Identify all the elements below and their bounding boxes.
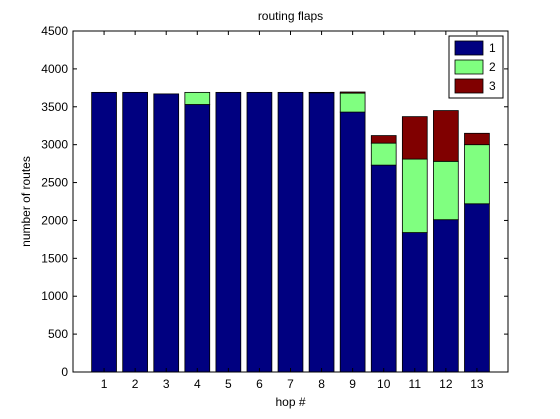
bar-hop-13-series-3	[464, 132, 490, 146]
bar-hop-9-series-1	[339, 111, 366, 373]
y-axis-label: number of routes	[19, 156, 33, 247]
x-tick-label: 9	[349, 377, 356, 391]
x-tick-label: 2	[132, 377, 139, 391]
bar-hop-3-series-1	[153, 93, 180, 373]
y-tick-label: 1000	[41, 289, 68, 303]
bar-hop-9-series-2	[339, 92, 366, 113]
chart-title: routing flaps	[258, 9, 323, 23]
legend: 1 2 3	[448, 35, 504, 99]
bar-hop-10-series-1	[370, 164, 397, 373]
x-tick-label: 1	[101, 377, 108, 391]
y-tick-label: 3000	[41, 138, 68, 152]
x-axis-label: hop #	[275, 395, 305, 409]
bar-hop-12-series-3	[433, 110, 459, 162]
y-tick-label: 0	[61, 365, 68, 379]
bar-hop-13-series-2	[464, 144, 490, 205]
legend-label-2: 2	[489, 60, 496, 74]
bar-hop-12-series-2	[433, 160, 459, 221]
x-tick-label: 7	[287, 377, 294, 391]
bar-hop-11-series-2	[401, 158, 428, 233]
y-tick-label: 4000	[41, 62, 68, 76]
x-tick-label: 12	[439, 377, 453, 391]
bar-hop-12-series-1	[433, 219, 459, 373]
legend-swatch-3	[454, 78, 484, 94]
legend-swatch-1	[454, 40, 484, 56]
legend-label-3: 3	[489, 79, 496, 93]
x-tick-label: 13	[470, 377, 484, 391]
y-tick-label: 3500	[41, 100, 68, 114]
y-tick-label: 500	[48, 327, 68, 341]
bars-group	[91, 91, 490, 373]
x-tick-label: 11	[409, 377, 422, 391]
bar-hop-4-series-1	[184, 104, 211, 373]
bar-hop-6-series-1	[246, 91, 273, 373]
bar-hop-13-series-1	[464, 203, 490, 373]
y-tick-label: 2500	[41, 176, 68, 190]
x-tick-label: 8	[318, 377, 325, 391]
bar-hop-4-series-2	[184, 91, 211, 105]
legend-swatch-2	[454, 59, 484, 75]
x-tick-label: 10	[377, 377, 391, 391]
bar-hop-1-series-1	[91, 91, 117, 373]
y-tick-label: 2000	[41, 213, 68, 227]
bar-hop-10-series-2	[370, 142, 397, 166]
bar-hop-9-series-3	[339, 91, 366, 94]
x-tick-label: 3	[163, 377, 170, 391]
bar-hop-11-series-1	[401, 232, 428, 373]
bar-hop-8-series-1	[308, 92, 335, 373]
legend-label-1: 1	[489, 41, 496, 55]
y-tick-label: 1500	[41, 251, 68, 265]
bar-hop-7-series-1	[277, 91, 304, 373]
x-tick-label: 6	[256, 377, 263, 391]
x-tick-label: 4	[194, 377, 201, 391]
x-tick-label: 5	[225, 377, 232, 391]
bar-hop-11-series-3	[401, 116, 428, 160]
y-tick-label: 4500	[41, 24, 68, 38]
bar-hop-2-series-1	[122, 91, 148, 373]
bar-hop-5-series-1	[215, 91, 242, 373]
bar-hop-10-series-3	[370, 135, 397, 144]
